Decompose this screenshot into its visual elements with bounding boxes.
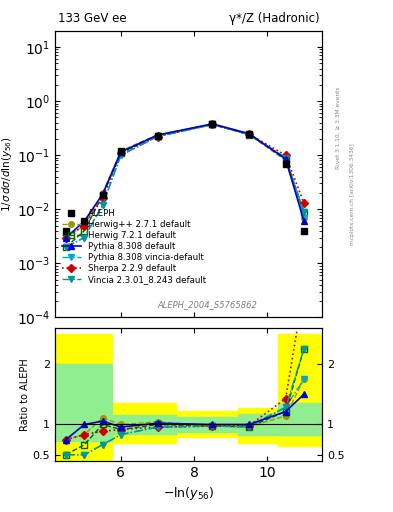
Text: γ*/Z (Hadronic): γ*/Z (Hadronic) <box>229 12 320 25</box>
Text: Rivet 3.1.10, ≥ 3.3M events: Rivet 3.1.10, ≥ 3.3M events <box>336 87 341 169</box>
Text: ALEPH_2004_S5765862: ALEPH_2004_S5765862 <box>158 300 257 309</box>
Legend: ALEPH, Herwig++ 2.7.1 default, Herwig 7.2.1 default, Pythia 8.308 default, Pythi: ALEPH, Herwig++ 2.7.1 default, Herwig 7.… <box>62 208 206 285</box>
Y-axis label: $1/\sigma\,d\sigma/d\ln(y_{56})$: $1/\sigma\,d\sigma/d\ln(y_{56})$ <box>0 136 14 212</box>
Text: mcplots.cern.ch [arXiv:1306.3436]: mcplots.cern.ch [arXiv:1306.3436] <box>350 144 355 245</box>
X-axis label: $-\ln(y_{56})$: $-\ln(y_{56})$ <box>163 485 214 502</box>
Y-axis label: Ratio to ALEPH: Ratio to ALEPH <box>20 358 30 431</box>
Text: 133 GeV ee: 133 GeV ee <box>58 12 126 25</box>
